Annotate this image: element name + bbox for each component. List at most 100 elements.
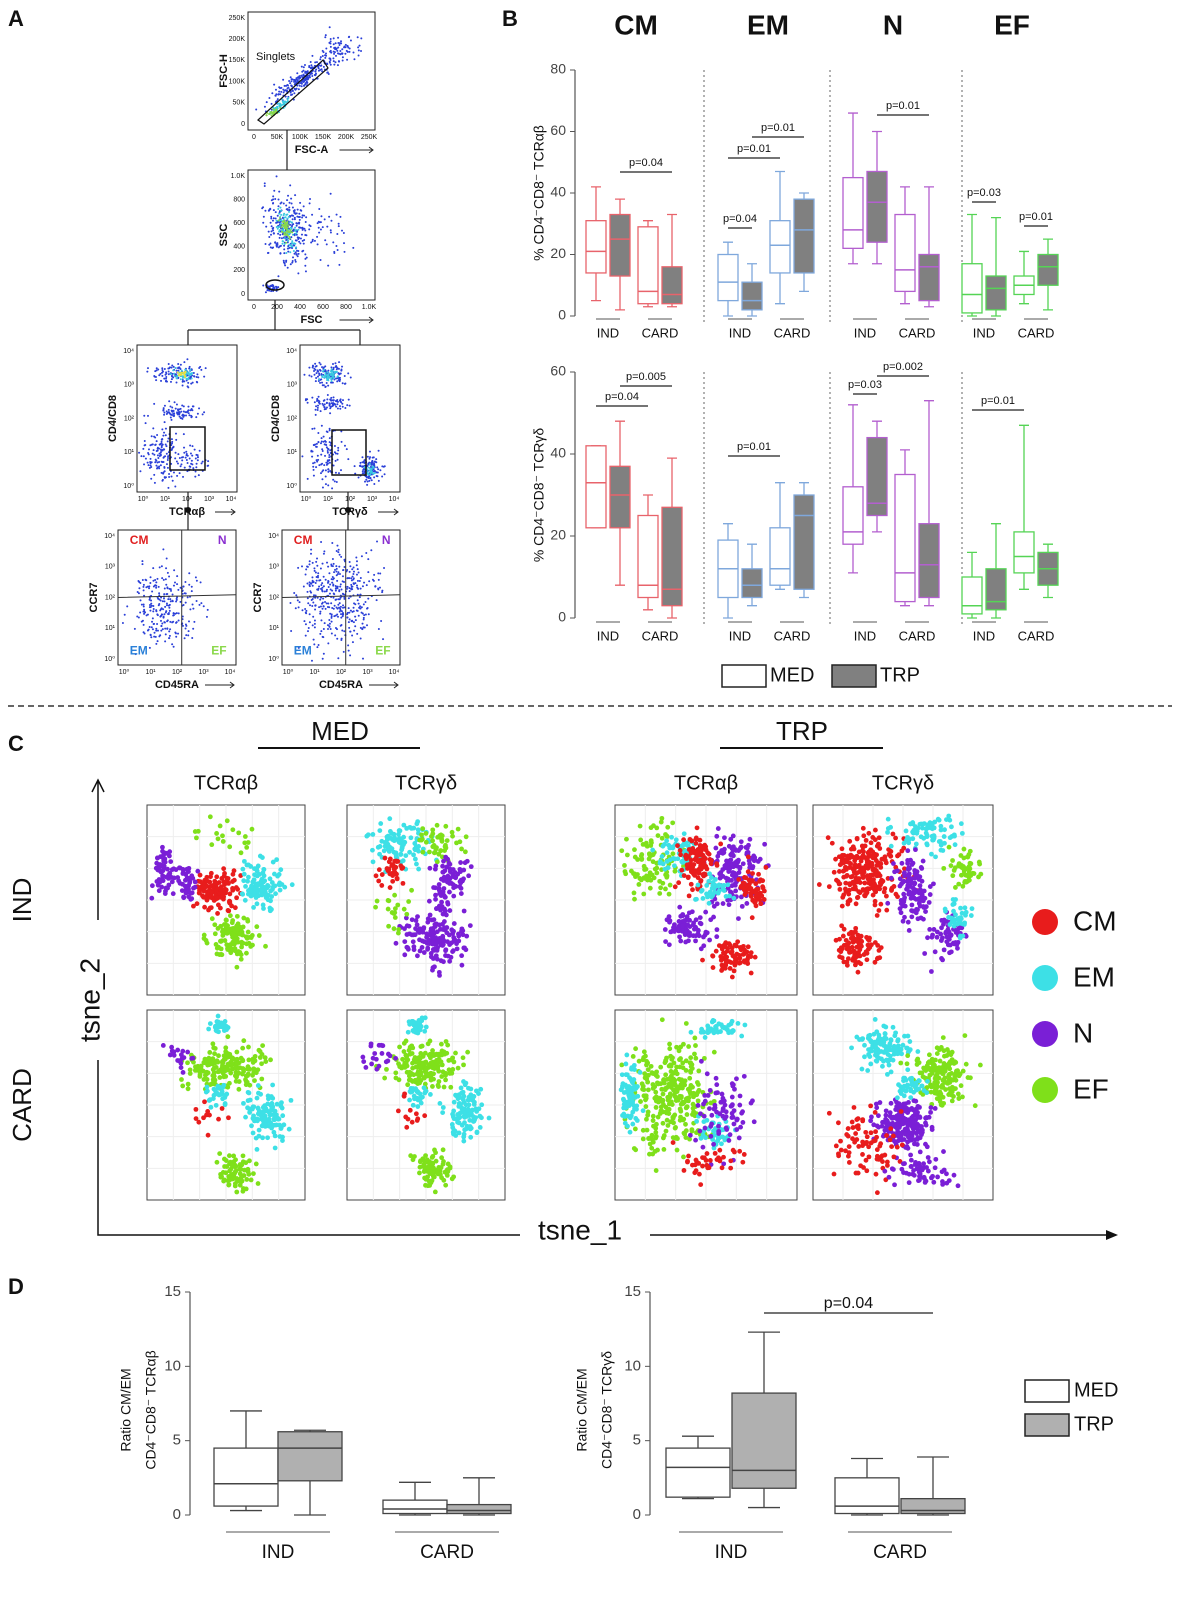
event-dot [306, 401, 309, 404]
event-dot [339, 469, 342, 472]
event-dot [347, 36, 350, 39]
tsne-dot [744, 901, 750, 906]
event-dot [152, 605, 155, 608]
x-tick-label: 10⁰ [283, 668, 294, 676]
event-dot [334, 587, 337, 590]
event-dot [316, 222, 319, 225]
tsne-dot [241, 878, 247, 884]
tsne-dot [738, 839, 744, 845]
event-dot [348, 618, 351, 621]
event-dot [305, 81, 308, 84]
tsne-dot [273, 891, 278, 897]
event-dot [335, 47, 338, 50]
tsne-dot [453, 875, 459, 881]
event-dot [336, 407, 339, 410]
event-dot [361, 657, 364, 660]
tsne-dot [867, 935, 872, 941]
tsne-dot [873, 867, 879, 873]
event-dot [264, 209, 267, 212]
tsne-dot [270, 859, 276, 865]
tsne-dot [451, 921, 457, 926]
tsne-dot [677, 848, 683, 853]
event-dot [267, 230, 270, 233]
event-dot [304, 233, 307, 236]
event-dot [278, 212, 281, 215]
tsne-dot [149, 883, 155, 889]
event-dot [333, 604, 336, 607]
event-dot [317, 572, 320, 575]
event-dot [263, 184, 266, 187]
tsne-dot [719, 962, 725, 968]
event-dot [347, 458, 350, 461]
event-dot [154, 579, 157, 582]
tsne-dot [844, 962, 850, 968]
event-dot [319, 64, 322, 67]
tsne-dot [736, 870, 742, 876]
tsne-dot [431, 917, 437, 923]
tsne-dot [411, 825, 417, 831]
tsne-dot [184, 866, 190, 872]
event-dot [142, 583, 145, 586]
axis-arrow [91, 778, 1116, 1236]
event-dot [172, 614, 175, 617]
event-dot [193, 375, 196, 378]
tsne-dot [941, 834, 947, 839]
event-dot [358, 596, 361, 599]
tsne-dot [373, 873, 379, 879]
event-dot [156, 577, 159, 580]
tsne-dot [698, 946, 704, 952]
tsne-dot [247, 887, 253, 893]
event-dot [187, 630, 190, 633]
event-dot [316, 646, 319, 649]
event-dot [161, 438, 164, 441]
event-dot [162, 615, 165, 618]
tsne-dot [387, 885, 393, 890]
event-dot [282, 216, 285, 219]
event-dot [190, 585, 193, 588]
tsne-dot [736, 857, 741, 863]
event-dot [338, 43, 341, 46]
tsne-dot [833, 856, 838, 862]
event-dot [308, 228, 311, 231]
event-dot [328, 427, 331, 430]
tsne-dot [680, 843, 685, 848]
tsne-dot [224, 930, 230, 936]
event-dot [354, 619, 357, 622]
event-dot [188, 414, 191, 417]
event-dot [328, 437, 331, 440]
event-dot [309, 582, 312, 585]
x-tick-label: 200 [271, 304, 283, 311]
event-dot [319, 69, 322, 72]
event-dot [334, 598, 337, 601]
tsne-dot [390, 878, 396, 884]
tsne-dot [839, 903, 845, 909]
event-dot [146, 461, 149, 464]
event-dot [277, 246, 280, 249]
event-dot [292, 250, 295, 253]
tsne-dot [272, 883, 278, 889]
tsne-dot [441, 893, 447, 898]
event-dot [193, 448, 196, 451]
event-dot [295, 594, 298, 597]
event-dot [329, 59, 332, 62]
event-dot [165, 410, 168, 413]
tsne-dot [394, 858, 399, 864]
tsne-dot [655, 833, 661, 839]
event-dot [316, 243, 319, 246]
tsne-dot [923, 830, 929, 836]
event-dot [178, 472, 181, 475]
tsne-dot [458, 869, 463, 875]
tsne-dot [723, 940, 729, 946]
tsne-dot [631, 890, 637, 896]
event-dot [146, 370, 149, 373]
tsne-dot [277, 887, 283, 893]
quadrant-label: CM [130, 533, 149, 547]
event-dot [336, 572, 339, 575]
event-dot [142, 589, 145, 592]
event-dot [149, 576, 152, 579]
event-dot [265, 114, 268, 117]
quadrant-label: EM [130, 644, 148, 658]
event-dot [381, 465, 384, 468]
event-dot [383, 566, 386, 569]
